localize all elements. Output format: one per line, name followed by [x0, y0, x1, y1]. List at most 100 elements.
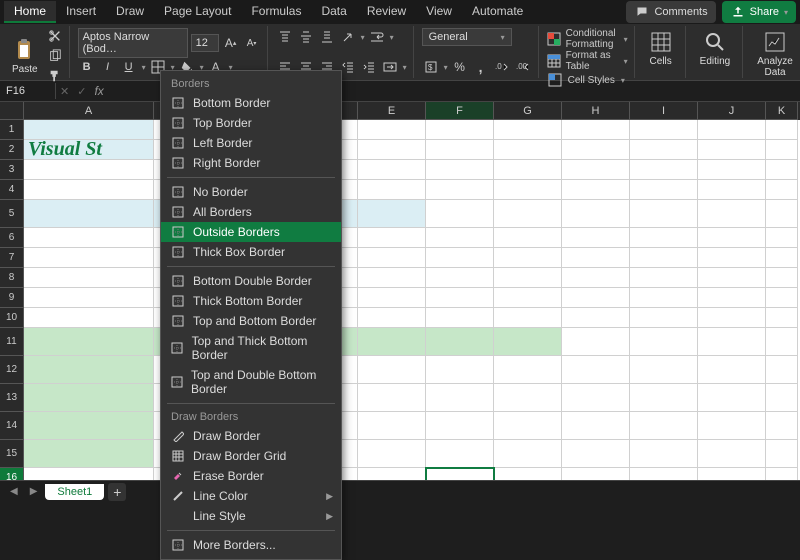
cell[interactable] [698, 268, 766, 288]
cell[interactable] [358, 356, 426, 384]
cell[interactable] [24, 180, 154, 200]
cell[interactable] [630, 268, 698, 288]
cell[interactable] [24, 384, 154, 412]
accounting-format-icon[interactable]: $ [422, 58, 440, 76]
cell[interactable] [426, 248, 494, 268]
cell[interactable] [698, 120, 766, 140]
menu-item-erase-border[interactable]: Erase Border [161, 466, 341, 486]
cell[interactable] [766, 288, 798, 308]
cell[interactable] [494, 288, 562, 308]
cell[interactable] [24, 288, 154, 308]
row-header[interactable]: 10 [0, 308, 24, 328]
paste-button[interactable]: Paste [6, 36, 44, 77]
cell[interactable] [698, 200, 766, 228]
row-header[interactable]: 2 [0, 140, 24, 160]
cell[interactable] [630, 356, 698, 384]
cell[interactable] [630, 140, 698, 160]
cell[interactable] [24, 120, 154, 140]
cell[interactable] [358, 384, 426, 412]
menu-item-bottom-border[interactable]: Bottom Border [161, 93, 341, 113]
menu-item-draw-border-grid[interactable]: Draw Border Grid [161, 446, 341, 466]
column-header[interactable]: J [698, 102, 766, 120]
cell[interactable] [426, 356, 494, 384]
menu-item-top-and-bottom-border[interactable]: Top and Bottom Border [161, 311, 341, 331]
menu-item-line-color[interactable]: Line Color▶ [161, 486, 341, 506]
cell[interactable] [630, 308, 698, 328]
cell[interactable] [562, 120, 630, 140]
menu-item-right-border[interactable]: Right Border [161, 153, 341, 173]
menu-item-line-style[interactable]: Line Style▶ [161, 506, 341, 526]
menu-item-thick-box-border[interactable]: Thick Box Border [161, 242, 341, 262]
cell[interactable] [426, 160, 494, 180]
cell[interactable] [698, 384, 766, 412]
cell[interactable] [766, 200, 798, 228]
format-table-button[interactable]: Format as Table [566, 50, 618, 72]
cell[interactable] [24, 160, 154, 180]
cell[interactable] [562, 468, 630, 480]
cell[interactable] [630, 412, 698, 440]
cell[interactable] [358, 120, 426, 140]
cell[interactable] [358, 200, 426, 228]
cell[interactable] [24, 440, 154, 468]
cell[interactable] [562, 384, 630, 412]
name-box[interactable]: F16 [0, 83, 56, 99]
menu-item-bottom-double-border[interactable]: Bottom Double Border [161, 271, 341, 291]
cell[interactable] [766, 384, 798, 412]
cell[interactable] [494, 160, 562, 180]
menu-item-draw-border[interactable]: Draw Border [161, 426, 341, 446]
cell[interactable] [562, 248, 630, 268]
cell-styles-button[interactable]: Cell Styles [568, 75, 615, 86]
cell[interactable] [766, 268, 798, 288]
cell[interactable] [494, 308, 562, 328]
row-header[interactable]: 5 [0, 200, 24, 228]
cell[interactable] [494, 248, 562, 268]
cell[interactable] [698, 160, 766, 180]
cell[interactable] [24, 268, 154, 288]
cell[interactable] [630, 440, 698, 468]
cell[interactable] [358, 180, 426, 200]
cell[interactable] [426, 120, 494, 140]
cell[interactable] [494, 268, 562, 288]
ribbon-tab-draw[interactable]: Draw [106, 1, 154, 23]
cell[interactable] [698, 412, 766, 440]
cell[interactable] [358, 468, 426, 480]
cell[interactable] [426, 328, 494, 356]
cell[interactable] [630, 328, 698, 356]
cell[interactable] [766, 328, 798, 356]
menu-item-all-borders[interactable]: All Borders [161, 202, 341, 222]
cell[interactable] [24, 308, 154, 328]
format-table-icon[interactable] [547, 53, 561, 69]
row-header[interactable]: 15 [0, 440, 24, 468]
cell[interactable] [698, 248, 766, 268]
cell[interactable] [24, 328, 154, 356]
menu-item-thick-bottom-border[interactable]: Thick Bottom Border [161, 291, 341, 311]
cell[interactable] [698, 228, 766, 248]
column-header[interactable]: H [562, 102, 630, 120]
cell[interactable] [562, 308, 630, 328]
share-button[interactable]: Share ▾ [722, 1, 796, 23]
menu-item-left-border[interactable]: Left Border [161, 133, 341, 153]
sheet-nav-first-icon[interactable]: ◀ [6, 486, 22, 497]
font-size-select[interactable]: 12 [191, 34, 219, 52]
percent-format-icon[interactable]: % [451, 58, 469, 76]
cell[interactable] [766, 120, 798, 140]
column-header[interactable]: F [426, 102, 494, 120]
cell[interactable] [426, 468, 494, 480]
decrease-font-icon[interactable]: A▾ [243, 34, 261, 52]
cell[interactable] [562, 328, 630, 356]
cell[interactable] [766, 180, 798, 200]
ribbon-tab-insert[interactable]: Insert [56, 1, 106, 23]
cell[interactable] [358, 412, 426, 440]
sheet-nav-prev-icon[interactable]: ▶ [26, 486, 42, 497]
ribbon-tab-automate[interactable]: Automate [462, 1, 533, 23]
cell[interactable] [494, 468, 562, 480]
cell[interactable] [494, 228, 562, 248]
ribbon-tab-view[interactable]: View [416, 1, 462, 23]
conditional-formatting-button[interactable]: Conditional Formatting [566, 28, 618, 50]
cell[interactable] [630, 160, 698, 180]
cell[interactable] [562, 200, 630, 228]
cell[interactable] [766, 160, 798, 180]
ribbon-tab-formulas[interactable]: Formulas [241, 1, 311, 23]
comma-format-icon[interactable]: , [472, 58, 490, 76]
column-header[interactable]: G [494, 102, 562, 120]
